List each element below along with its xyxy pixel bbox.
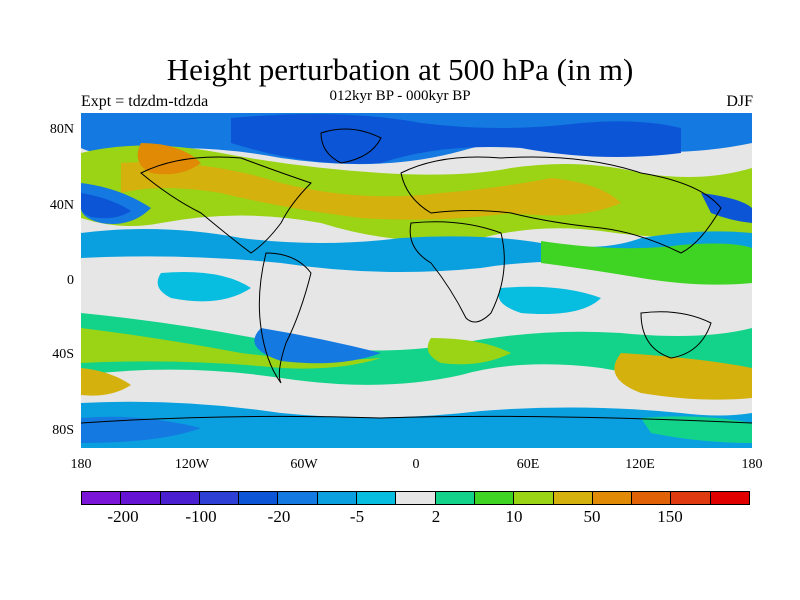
- colorbar-swatch: [121, 492, 161, 504]
- map-svg: [81, 113, 752, 448]
- coast-eurasia: [400, 156, 722, 254]
- colorbar-swatch: [710, 492, 750, 504]
- colorbar-swatch: [553, 492, 593, 504]
- coast-south-america: [258, 252, 312, 384]
- plot-subtitle: 012kyr BP - 000kyr BP: [329, 88, 471, 104]
- colorbar-label: -200: [107, 507, 139, 526]
- coast-africa: [409, 221, 505, 323]
- colorbar-label: -20: [267, 507, 291, 526]
- lon-label-60w: 60W: [290, 457, 318, 472]
- lon-label-120w: 120W: [174, 457, 210, 472]
- colorbar-swatch: [671, 492, 711, 504]
- lon-label-180e: 180: [741, 457, 763, 472]
- lon-label-0: 0: [412, 457, 420, 472]
- colorbar-swatch: [396, 492, 436, 504]
- colorbar-swatch: [278, 492, 318, 504]
- colorbar-label: 2: [431, 507, 441, 526]
- colorbar-swatch: [474, 492, 515, 504]
- patch-satlantic-blue: [254, 328, 381, 364]
- patch-pacific-darkblue: [81, 193, 131, 219]
- contour-map: [81, 113, 752, 448]
- season-label: DJF: [726, 93, 753, 110]
- colorbar-swatch: [514, 492, 554, 504]
- colorbar-label: -5: [349, 507, 365, 526]
- lon-label-180w: 180: [70, 457, 92, 472]
- band-north-darkblue: [231, 114, 681, 164]
- lon-label-60e: 60E: [516, 457, 540, 472]
- patch-epacific-cyan: [157, 272, 251, 302]
- lon-label-120e: 120E: [625, 457, 655, 472]
- lat-label-40s: 40S: [52, 347, 74, 362]
- patch-spacific-gold: [614, 353, 752, 400]
- colorbar-swatch: [435, 492, 475, 504]
- patch-indian-green: [541, 241, 752, 285]
- colorbar: [81, 491, 750, 505]
- colorbar-swatch: [199, 492, 240, 504]
- band-sh-green: [81, 313, 752, 385]
- colorbar-label: 10: [505, 507, 523, 526]
- lat-label-0: 0: [67, 273, 74, 288]
- coast-north-america: [140, 156, 312, 254]
- colorbar-swatch: [592, 492, 633, 504]
- coast-antarctica: [81, 415, 752, 424]
- colorbar-label: 150: [657, 507, 683, 526]
- colorbar-swatch: [632, 492, 672, 504]
- colorbar-swatch: [82, 492, 122, 504]
- patch-indian-cyan: [498, 286, 601, 314]
- patch-south-green: [641, 416, 752, 443]
- experiment-label: Expt = tdzdm-tdzda: [81, 93, 209, 110]
- band-sh-yellowgreen: [81, 328, 381, 369]
- coast-greenland: [320, 128, 382, 164]
- patch-satlantic-yellowgreen: [427, 338, 511, 365]
- colorbar-swatch: [357, 492, 397, 504]
- lat-label-80s: 80S: [52, 423, 74, 438]
- colorbar-swatch: [239, 492, 279, 504]
- colorbar-label: 50: [583, 507, 601, 526]
- plot-title: Height perturbation at 500 hPa (in m): [166, 52, 634, 87]
- coast-australia: [640, 311, 712, 359]
- patch-nh-orange: [137, 143, 201, 175]
- lat-label-80n: 80N: [49, 122, 74, 137]
- lat-label-40n: 40N: [49, 198, 74, 213]
- band-nh-yellowgreen: [81, 145, 752, 241]
- colorbar-swatch: [160, 492, 200, 504]
- band-nh-gold: [121, 162, 621, 220]
- colorbar-swatch: [317, 492, 358, 504]
- patch-south-blue: [81, 416, 201, 443]
- band-south-blue: [81, 401, 752, 448]
- coastlines: [81, 128, 752, 424]
- patch-spacific-west-gold: [81, 368, 131, 396]
- colorbar-label: -100: [185, 507, 217, 526]
